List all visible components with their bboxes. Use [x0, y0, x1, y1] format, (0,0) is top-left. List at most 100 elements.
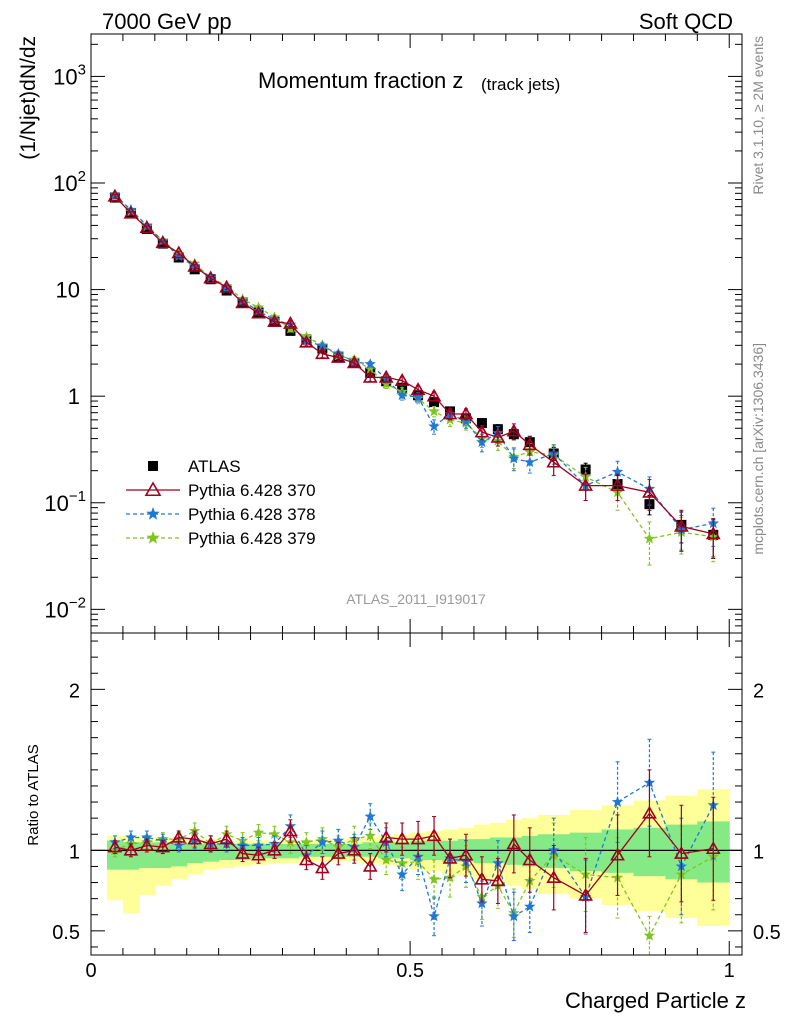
uncertainty-band-bin: [170, 843, 188, 867]
point-marker: [611, 796, 624, 807]
point-marker: [474, 424, 490, 438]
ratio-panel: 0 0.5 10.5 0.51 12 2 Ratio to ATLAS Charged P…: [25, 632, 781, 1013]
point-marker: [506, 423, 522, 437]
point-marker: [346, 842, 362, 856]
point-marker: [476, 418, 487, 429]
series-line: [114, 194, 714, 531]
point-marker: [155, 235, 171, 249]
x-tick-label: 0.5: [396, 960, 424, 982]
y-tick-label-right: 1: [753, 841, 764, 863]
point-marker: [144, 481, 162, 497]
point-marker: [476, 897, 488, 909]
point-marker: [428, 873, 440, 885]
point-marker: [442, 406, 458, 420]
point-marker: [330, 350, 346, 363]
point-marker: [148, 461, 158, 471]
point-marker: [410, 382, 426, 396]
y-tick-label-right: 2: [753, 680, 764, 702]
point-marker: [171, 245, 187, 259]
point-marker: [396, 868, 408, 880]
point-marker: [316, 836, 329, 848]
point-marker: [426, 828, 442, 842]
point-marker: [219, 831, 235, 845]
point-marker: [283, 823, 298, 837]
point-marker: [642, 805, 657, 819]
point-marker: [251, 305, 266, 319]
point-marker: [203, 836, 219, 850]
point-marker: [364, 358, 376, 369]
point-marker: [508, 452, 520, 464]
point-marker: [300, 836, 313, 848]
legend-label: ATLAS: [188, 457, 241, 476]
point-marker: [157, 235, 169, 246]
point-marker: [476, 436, 488, 448]
ratio-ylabel: Ratio to ATLAS: [25, 744, 42, 845]
point-marker: [267, 842, 282, 856]
series-atlas: [109, 192, 719, 559]
y-tick-label: 0.5: [52, 922, 80, 944]
point-marker: [673, 845, 689, 859]
point-marker: [578, 887, 594, 901]
point-marker: [314, 860, 330, 874]
point-marker: [219, 279, 235, 293]
ratio-panel-axes: 0 0.5 10.5 0.51 12 2: [52, 633, 781, 982]
point-marker: [139, 220, 155, 234]
point-marker: [299, 334, 314, 348]
point-marker: [610, 477, 625, 491]
point-marker: [429, 397, 440, 408]
y-tick-label: 1: [68, 384, 80, 409]
point-marker: [139, 837, 155, 851]
point-marker: [522, 437, 538, 451]
main-title-sub: (track jets): [481, 75, 560, 94]
point-marker: [705, 841, 721, 855]
point-marker: [236, 839, 249, 851]
point-marker: [187, 831, 203, 845]
x-tick-label: 0: [85, 960, 96, 982]
point-marker: [330, 845, 346, 859]
ratio-panel-frame: [90, 632, 743, 956]
point-marker: [578, 477, 594, 491]
point-marker: [203, 270, 219, 284]
point-marker: [643, 532, 656, 544]
point-marker: [362, 369, 378, 383]
point-marker: [611, 465, 624, 477]
point-marker: [396, 857, 408, 869]
point-marker: [107, 839, 123, 853]
point-marker: [268, 828, 281, 840]
series-pythia-6-428-370: [107, 769, 721, 933]
point-marker: [155, 839, 171, 853]
point-marker: [187, 258, 203, 272]
point-marker: [252, 305, 265, 316]
point-marker: [316, 340, 329, 351]
point-marker: [332, 834, 344, 846]
point-marker: [524, 456, 536, 468]
point-marker: [299, 852, 314, 866]
point-marker: [123, 842, 139, 856]
point-marker: [364, 829, 376, 841]
uncertainty-band-bin: [186, 843, 204, 864]
watermark: ATLAS_2011_I919017: [346, 591, 486, 607]
point-marker: [364, 363, 376, 374]
y-tick-label: 10: [56, 278, 80, 303]
point-marker: [642, 484, 657, 498]
point-marker: [173, 839, 185, 851]
point-marker: [189, 825, 201, 836]
point-marker: [428, 420, 440, 432]
legend-label: Pythia 6.428 378: [188, 505, 316, 524]
y-tick-label: 1: [69, 841, 80, 863]
point-marker: [267, 314, 282, 327]
y-tick-label: 10−1: [44, 488, 86, 516]
point-marker: [251, 847, 266, 861]
point-marker: [235, 295, 250, 309]
header-right: Soft QCD: [639, 9, 733, 34]
point-marker: [428, 910, 440, 922]
y-tick-label: 102: [53, 168, 86, 196]
point-marker: [362, 858, 378, 872]
point-marker: [252, 839, 265, 851]
y-tick-label: 2: [69, 680, 80, 702]
point-marker: [146, 531, 160, 544]
point-marker: [460, 415, 472, 427]
main-panel-data: [107, 188, 721, 566]
